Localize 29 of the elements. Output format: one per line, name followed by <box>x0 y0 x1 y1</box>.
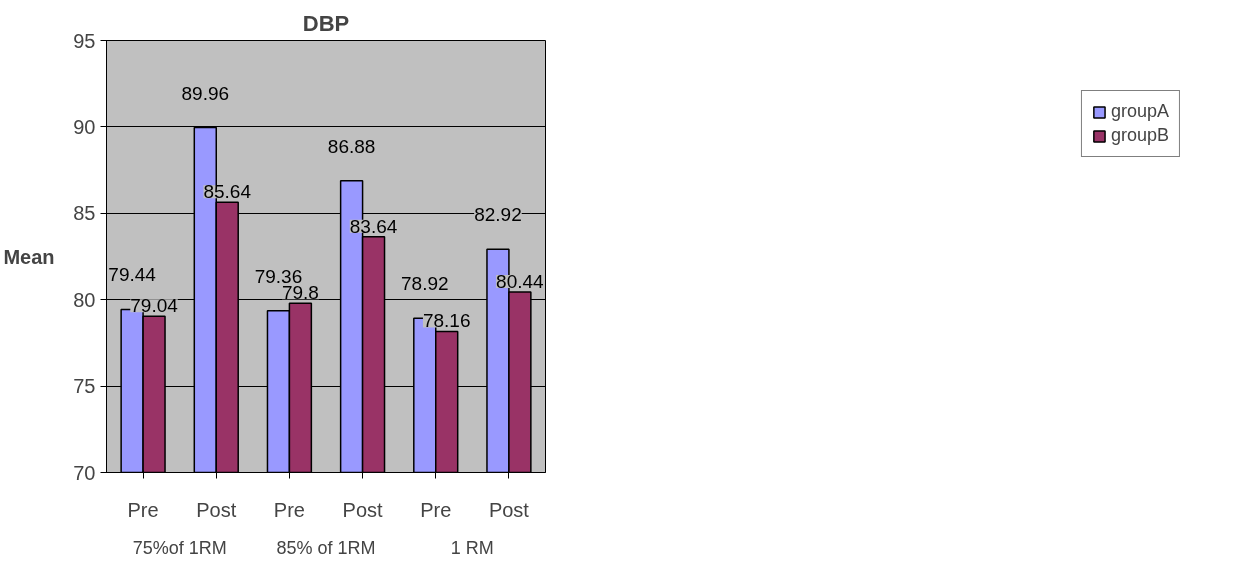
y-tick-label: 90 <box>73 115 96 138</box>
y-tick-label: 70 <box>73 461 96 484</box>
data-label: 85.64 <box>203 181 252 203</box>
text: 75%of 1RM <box>132 537 227 558</box>
data-label: 83.64 <box>349 215 398 237</box>
chart-title: DBP <box>302 10 350 36</box>
y-axis-title: Mean <box>3 245 55 268</box>
data-label: 86.88 <box>327 135 376 157</box>
data-label: 82.92 <box>474 204 522 226</box>
data-label: 89.96 <box>181 82 230 104</box>
text: 1 RM <box>450 537 494 558</box>
y-tick-label: 95 <box>73 29 96 52</box>
y-tick-label: 80 <box>73 288 96 311</box>
legend-label: groupA <box>1110 101 1169 122</box>
data-label: 80.44 <box>496 271 545 293</box>
x-tick-label: Pre <box>420 498 452 521</box>
x-tick-label: Post <box>342 498 384 521</box>
data-label: 79.44 <box>108 264 157 286</box>
x-tick-label: Pre <box>273 498 305 521</box>
data-label: 78.92 <box>401 273 449 295</box>
data-label: 79.04 <box>130 295 179 317</box>
x-tick-label: Post <box>488 498 530 521</box>
text: 85% of 1RM <box>276 537 376 558</box>
y-tick-label: 85 <box>73 202 96 225</box>
data-label: 78.16 <box>422 310 471 332</box>
x-tick-label: Post <box>196 498 237 521</box>
x-tick-label: Pre <box>127 498 159 521</box>
legend-label: groupB <box>1110 125 1169 146</box>
y-tick-label: 75 <box>73 375 96 398</box>
